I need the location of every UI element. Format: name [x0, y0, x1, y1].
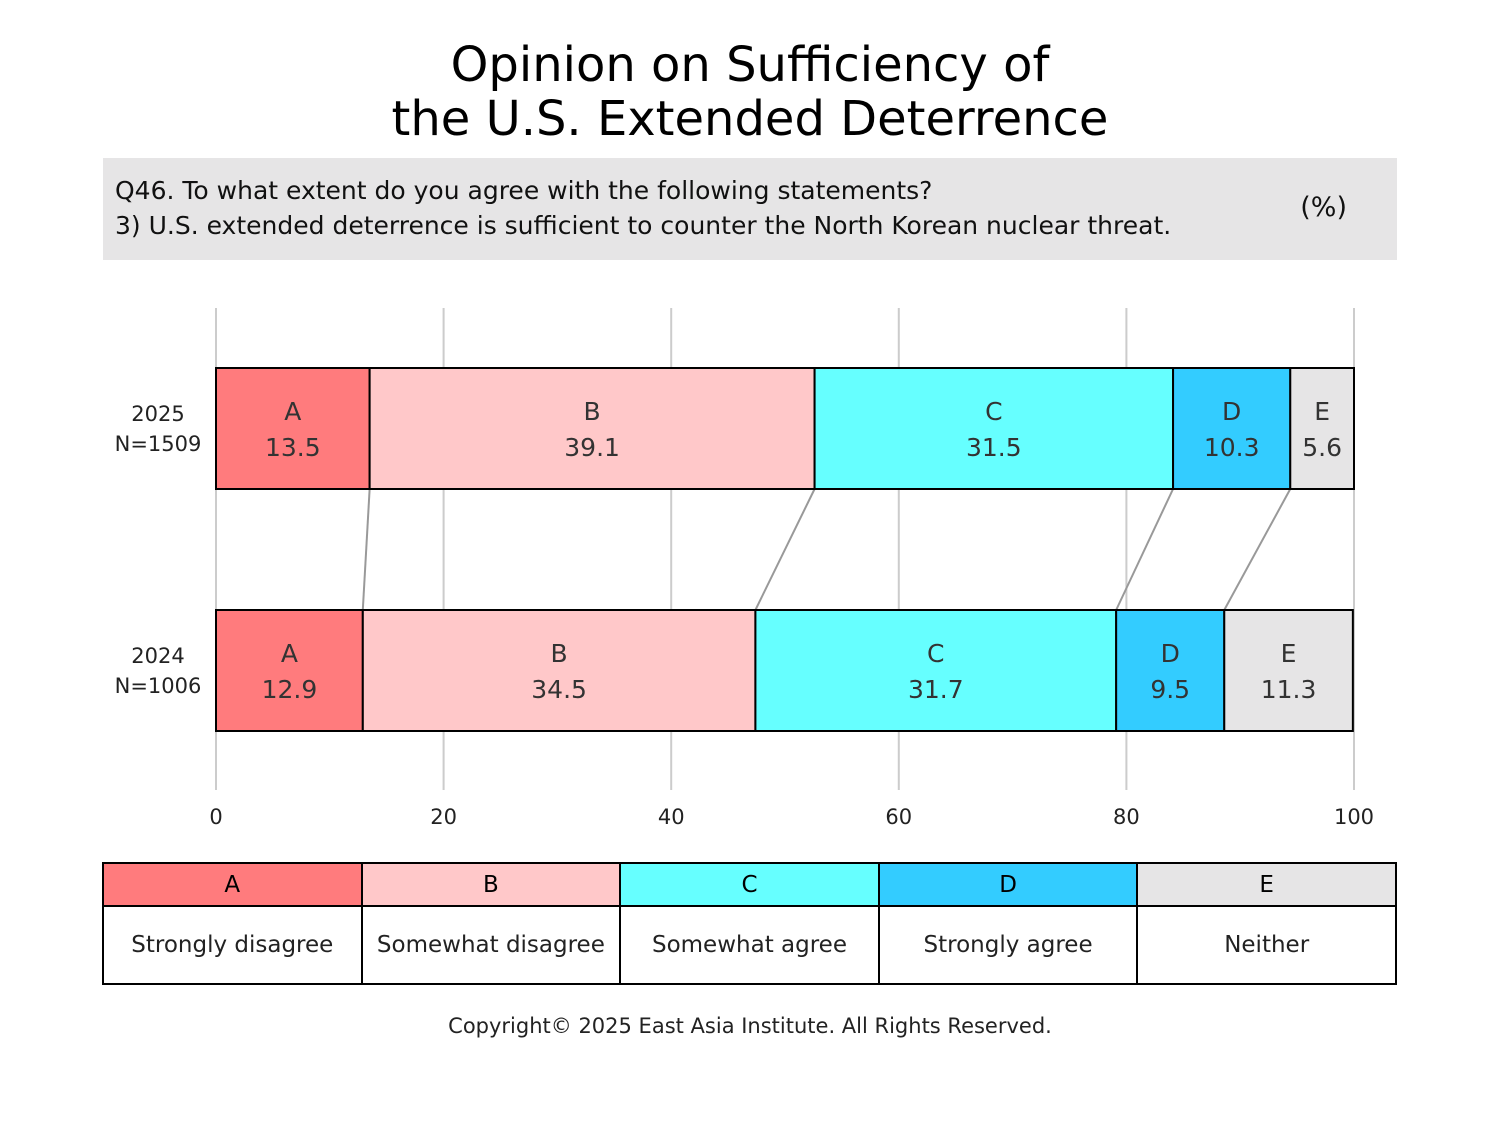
bar-segment-e — [1223, 609, 1354, 732]
question-box: Q46. To what extent do you agree with th… — [103, 158, 1397, 260]
bar-segment-a — [215, 609, 364, 732]
stacked-bar-chart: 0 20 40 60 80 100 A 13.5 B 39.1 C 31.5 D 10.3 E 5.6 2025… — [115, 308, 1374, 829]
segment-letter-label: C — [985, 397, 1002, 426]
segment-letter-label: D — [1161, 639, 1180, 668]
x-tick-label: 100 — [1334, 805, 1374, 829]
title-line-2: the U.S. Extended Deterrence — [391, 91, 1109, 147]
bar-segment-a — [215, 367, 371, 490]
x-tick-label: 80 — [1113, 805, 1140, 829]
bar-segment-d — [1115, 609, 1226, 732]
legend-desc-e: Neither — [1136, 905, 1397, 985]
segment-letter-label: C — [927, 639, 944, 668]
segment-letter-label: A — [284, 397, 301, 426]
segment-value-label: 9.5 — [1150, 675, 1190, 704]
segment-letter-label: E — [1314, 397, 1330, 426]
legend-desc-d: Strongly agree — [877, 905, 1139, 985]
bar-segment-e — [1289, 367, 1355, 490]
x-tick-label: 20 — [430, 805, 457, 829]
segment-letter-label: D — [1222, 397, 1241, 426]
category-year-label: 2025 — [131, 402, 184, 426]
connector-line — [1223, 488, 1292, 611]
x-tick-label: 60 — [885, 805, 912, 829]
segment-value-label: 10.3 — [1204, 433, 1260, 462]
connector-line — [1115, 488, 1174, 611]
segment-value-label: 13.5 — [265, 433, 321, 462]
connector-line — [361, 488, 371, 611]
segment-letter-label: B — [584, 397, 601, 426]
segment-value-label: 31.5 — [966, 433, 1022, 462]
bar-segment-c — [754, 609, 1118, 732]
x-tick-label: 40 — [658, 805, 685, 829]
title-line-1: Opinion on Sufficiency of — [450, 37, 1050, 93]
category-n-label: N=1006 — [115, 674, 202, 698]
category-year-label: 2024 — [131, 644, 184, 668]
bar-segment-b — [361, 609, 757, 732]
bar-segment-b — [368, 367, 816, 490]
x-tick-label: 0 — [209, 805, 222, 829]
segment-value-label: 31.7 — [908, 675, 964, 704]
bar-segment-c — [813, 367, 1175, 490]
unit-label: (%) — [1300, 192, 1347, 223]
segment-letter-label: E — [1281, 639, 1297, 668]
legend-letter-c: C — [619, 862, 880, 907]
chart-title: Opinion on Sufficiency of the U.S. Exten… — [0, 38, 1500, 146]
legend-letter-a: A — [102, 862, 363, 907]
legend-table: A B C D E Strongly disagree Somewhat dis… — [102, 862, 1397, 985]
segment-value-label: 11.3 — [1261, 675, 1317, 704]
legend-letter-d: D — [877, 862, 1139, 907]
statement-text: 3) U.S. extended deterrence is sufficien… — [115, 211, 1172, 240]
legend-desc-a: Strongly disagree — [102, 905, 363, 985]
connector-line — [754, 488, 816, 611]
category-n-label: N=1509 — [115, 432, 202, 456]
bar-segment-d — [1172, 367, 1292, 490]
copyright-text: Copyright© 2025 East Asia Institute. All… — [448, 1014, 1052, 1038]
question-text: Q46. To what extent do you agree with th… — [115, 176, 933, 205]
legend-letter-e: E — [1136, 862, 1397, 907]
legend-letter-b: B — [360, 862, 622, 907]
legend-desc-c: Somewhat agree — [619, 905, 880, 985]
segment-value-label: 39.1 — [564, 433, 620, 462]
segment-letter-label: B — [551, 639, 568, 668]
segment-letter-label: A — [281, 639, 298, 668]
segment-value-label: 5.6 — [1302, 433, 1342, 462]
segment-value-label: 12.9 — [262, 675, 318, 704]
legend-desc-b: Somewhat disagree — [360, 905, 622, 985]
segment-value-label: 34.5 — [531, 675, 587, 704]
